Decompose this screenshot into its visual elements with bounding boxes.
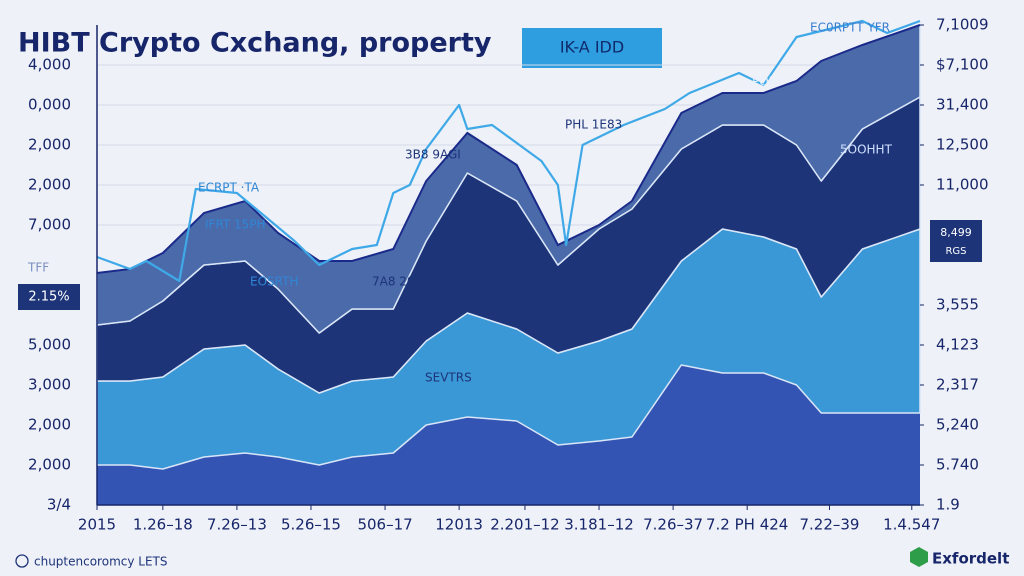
y-tick-label: 2,000 (28, 176, 71, 194)
x-tick-label: 3.181–12 (564, 516, 634, 534)
badge-box (522, 28, 662, 68)
right-badge: RGS (945, 246, 966, 257)
annotation: TFF (27, 261, 49, 275)
left-badge: 2.15% (28, 290, 69, 305)
x-tick-label: 1.26–18 (133, 516, 193, 534)
y-tick-label: 2,000 (28, 416, 71, 434)
annotation: EOSRTH (250, 275, 298, 289)
x-tick-label: 7.26–13 (207, 516, 267, 534)
annotation: IFRT 15PH (205, 218, 266, 232)
x-tick-label: 12013 (435, 516, 483, 534)
y2-tick-label: $7,100 (936, 56, 989, 74)
y-tick-label: 3/4 (47, 496, 71, 514)
x-tick-label: 7.26–37 (643, 516, 703, 534)
y2-tick-label: 3,555 (936, 296, 979, 314)
chart-title: HIBT Crypto Cxchang, property (18, 28, 492, 59)
annotation: SEVTRS (425, 371, 472, 385)
y-tick-label: 2,000 (28, 456, 71, 474)
y2-tick-label: 7,1009 (936, 16, 989, 34)
plot: 3/4 2,000 2,000 3,000 5,000 7,000 2,000 2,000 0,… (27, 16, 989, 534)
area-edge (96, 24, 921, 274)
line (96, 19, 921, 283)
right-badge: 8,499 (940, 226, 972, 239)
annotation: 7A8 2044 (372, 275, 430, 289)
right-badge-box (930, 220, 982, 262)
badge: IK-A IDD (560, 38, 624, 57)
annotation: 3B8 9AGI (405, 148, 461, 162)
logo: Exfordelt (932, 550, 1009, 568)
x-tick-label: 7.22–39 (799, 516, 859, 534)
x-tick-label: 506–17 (357, 516, 412, 534)
y2-tick-label: 12,500 (936, 136, 989, 154)
x-tick-label: 7.2 PH 424 (706, 516, 788, 534)
y2-tick-label: 1.9 (936, 496, 960, 514)
y2-tick-label: 11,000 (936, 176, 989, 194)
annotation: ECRPT ·TA (198, 181, 260, 195)
annotation: PHL 1E83 (565, 118, 622, 132)
annotation: PONI (752, 75, 781, 89)
source-icon (15, 554, 29, 568)
x-tick-label: 2.201–12 (490, 516, 560, 534)
y2-tick-label: 2,317 (936, 376, 979, 394)
annotation: EC0RPTT YFR (810, 21, 890, 35)
y-tick-label: 0,000 (28, 96, 71, 114)
area (97, 365, 920, 505)
y-tick-label: 3,000 (28, 376, 71, 394)
y-tick-label: 4,000 (28, 56, 71, 74)
y-tick-label: 5,000 (28, 336, 71, 354)
y2-tick-label: 5.740 (936, 456, 979, 474)
y2-tick-label: 5,240 (936, 416, 979, 434)
annotation: 5OOHHT (840, 143, 893, 157)
y-tick-label: 7,000 (28, 216, 71, 234)
y2-tick-label: 31,400 (936, 96, 989, 114)
source: chuptencoromcy LETS (34, 555, 168, 569)
x-tick-label: 5.26–15 (281, 516, 341, 534)
y-tick-label: 2,000 (28, 136, 71, 154)
left-badge-box (18, 284, 80, 310)
x-tick-label: 2015 (78, 516, 116, 534)
y2-tick-label: 4,123 (936, 336, 979, 354)
logo-icon (910, 547, 928, 567)
x-tick-label: 1.4.547 (883, 516, 940, 534)
